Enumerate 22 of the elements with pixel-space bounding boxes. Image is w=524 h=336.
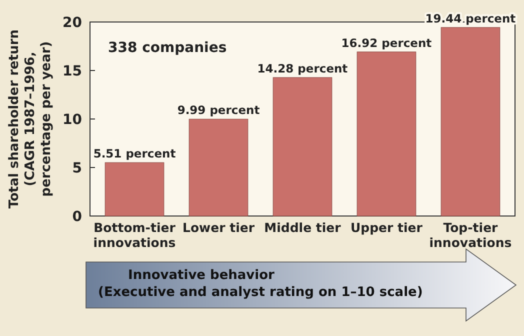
bar — [188, 118, 248, 216]
data-label: 5.51 percent — [93, 146, 176, 161]
x-tick-label: Top-tier innovations — [429, 220, 512, 250]
y-tick-label: 20 — [62, 14, 82, 31]
bar — [272, 77, 332, 216]
y-tick-label: 10 — [62, 112, 82, 128]
bar — [440, 27, 500, 216]
x-tick-label: Upper tier — [350, 220, 424, 235]
annotation: 338 companies — [108, 40, 227, 56]
x-axis-title: Innovative behavior (Executive and analyst rating on 1–10 scale) — [98, 268, 423, 300]
data-label: 14.28 percent — [257, 61, 348, 76]
x-tick-label: Middle tier — [264, 220, 342, 235]
x-tick-label: Lower tier — [182, 220, 256, 235]
data-label: 9.99 percent — [177, 103, 260, 118]
bar — [356, 52, 416, 216]
bar — [104, 162, 164, 216]
y-tick-label: 0 — [72, 208, 82, 225]
y-tick-label: 15 — [62, 63, 82, 80]
y-tick-label: 5 — [72, 160, 82, 176]
y-axis-title: Total shareholder return (CAGR 1987–1996, percentage per year) — [7, 29, 54, 209]
data-label: 16.92 percent — [341, 36, 432, 50]
x-tick-label: Bottom-tier innovations — [93, 220, 176, 250]
